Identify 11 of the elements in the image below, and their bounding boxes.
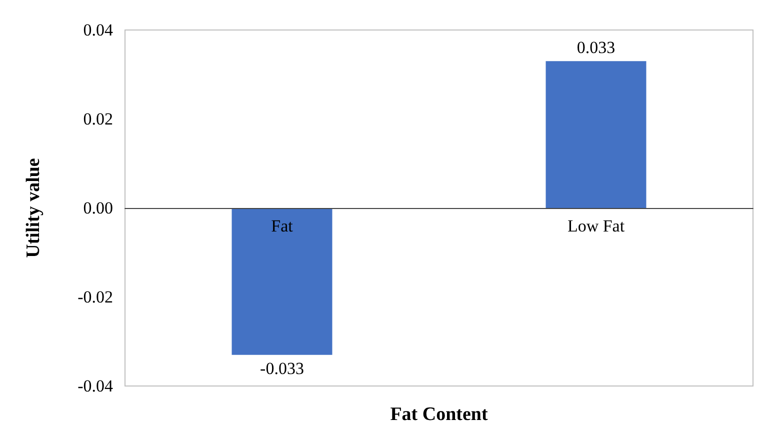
x-tick-label: Low Fat <box>567 216 625 236</box>
data-label: 0.033 <box>576 38 616 58</box>
y-tick-label: -0.04 <box>78 376 114 396</box>
y-tick-label: 0.00 <box>83 198 113 218</box>
y-tick-label: 0.04 <box>83 20 114 40</box>
x-tick-label: Fat <box>271 216 294 236</box>
y-tick-label: -0.02 <box>78 288 113 306</box>
x-axis-title: Fat Content <box>390 404 488 425</box>
data-label: -0.033 <box>260 358 304 378</box>
y-tick-label: 0.02 <box>83 110 113 128</box>
y-axis-title: Utility value <box>23 158 44 258</box>
